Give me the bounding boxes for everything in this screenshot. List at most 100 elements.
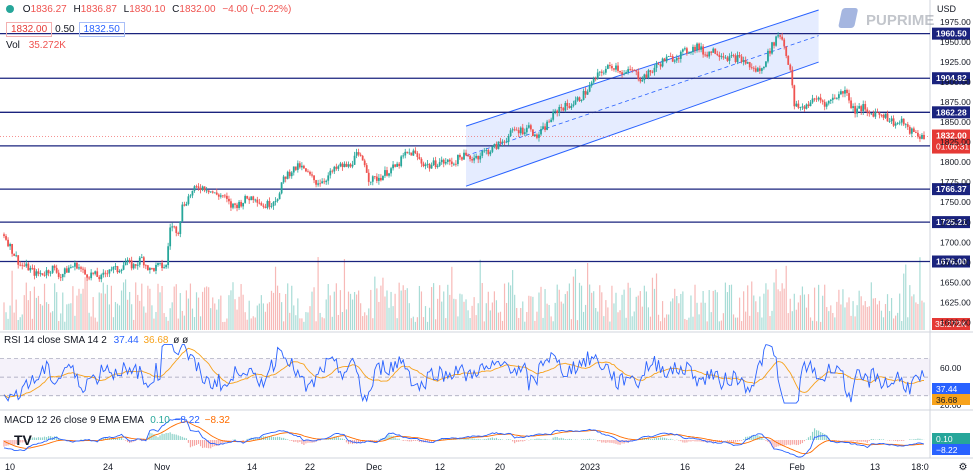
volume-bar bbox=[37, 295, 40, 330]
candle-body bbox=[694, 46, 696, 51]
volume-bar bbox=[639, 291, 641, 330]
bid-button[interactable]: 1832.00 bbox=[6, 22, 53, 37]
candle-body bbox=[343, 163, 346, 168]
macd-hist-bar bbox=[779, 440, 781, 446]
candle-body bbox=[440, 159, 443, 163]
volume-bar bbox=[400, 290, 402, 330]
rsi-sma-tag bbox=[932, 394, 970, 405]
macd-hist-bar bbox=[206, 440, 208, 448]
candle-body bbox=[679, 51, 682, 59]
volume-bar bbox=[449, 294, 451, 330]
candle-body bbox=[9, 243, 11, 247]
candle-body bbox=[228, 198, 230, 202]
candle-body bbox=[760, 68, 763, 71]
trend-channel[interactable] bbox=[465, 9, 819, 187]
volume-bar bbox=[572, 276, 575, 330]
volume-bar bbox=[402, 285, 404, 330]
macd-hist-bar bbox=[475, 439, 477, 440]
candle-body bbox=[175, 226, 178, 233]
volume-bar bbox=[824, 284, 826, 330]
macd-hist-bar bbox=[214, 440, 216, 447]
candle-body bbox=[191, 190, 194, 196]
candle-body bbox=[120, 269, 123, 271]
candle-body bbox=[351, 164, 354, 167]
ask-button[interactable]: 1832.50 bbox=[78, 22, 125, 37]
candle-body bbox=[319, 183, 322, 185]
last-price-tag bbox=[932, 129, 970, 154]
volume-bar bbox=[293, 305, 295, 330]
volume-bar bbox=[641, 306, 643, 330]
macd-hist-bar bbox=[653, 438, 656, 440]
volume-bar bbox=[137, 294, 139, 330]
volume-bar bbox=[820, 321, 822, 330]
candle-body bbox=[870, 113, 873, 115]
candle-body bbox=[244, 196, 247, 203]
candle-body bbox=[611, 66, 613, 69]
volume-bar bbox=[159, 292, 161, 330]
candle-body bbox=[677, 57, 680, 59]
macd-hist-bar bbox=[670, 438, 672, 440]
candle-body bbox=[884, 113, 887, 118]
volume-bar bbox=[615, 292, 617, 330]
volume-bar bbox=[268, 302, 271, 330]
candle-body bbox=[765, 61, 767, 67]
support-resistance-levels[interactable]: 1960.501904.821862.281820.361766.371725.… bbox=[0, 27, 970, 330]
candle-body bbox=[240, 201, 242, 207]
candle-body bbox=[540, 129, 542, 135]
candle-body bbox=[898, 122, 901, 124]
currency-label[interactable]: USD bbox=[937, 4, 957, 14]
candle-body bbox=[33, 268, 36, 276]
y-tick-label: 1600.00 bbox=[940, 317, 971, 327]
y-tick-label: 1775.00 bbox=[940, 177, 971, 187]
macd-hist-bar bbox=[355, 440, 358, 444]
macd-hist-tag-label: 0.10 bbox=[936, 434, 953, 444]
macd-hist-bar bbox=[793, 440, 795, 445]
candle-body bbox=[386, 170, 388, 176]
candle-body bbox=[690, 51, 692, 53]
candle-body bbox=[880, 114, 883, 116]
eye-icon[interactable] bbox=[6, 5, 14, 13]
candle-body bbox=[846, 89, 848, 94]
volume-bar bbox=[741, 321, 743, 330]
macd-hist-bar bbox=[915, 439, 917, 440]
volume-bar bbox=[206, 286, 208, 330]
volume-bar bbox=[27, 300, 29, 330]
macd-hist-bar bbox=[755, 435, 757, 440]
macd-hist-bar bbox=[149, 432, 151, 440]
candle-body bbox=[323, 181, 326, 183]
candle-body bbox=[167, 246, 170, 266]
volume-bar bbox=[659, 321, 662, 330]
volume-bar bbox=[749, 315, 751, 330]
macd-hist-bar bbox=[771, 440, 773, 447]
macd-hist-bar bbox=[682, 440, 684, 443]
candle-body bbox=[562, 108, 565, 111]
macd-hist-bar bbox=[791, 440, 793, 445]
volume-bar bbox=[870, 282, 872, 330]
volume-bar bbox=[197, 297, 200, 330]
macd-hist-bar bbox=[418, 440, 421, 443]
candle-body bbox=[560, 107, 563, 109]
macd-hist-bar bbox=[80, 439, 82, 440]
macd-hist-bar bbox=[337, 437, 339, 440]
volume-bar bbox=[678, 303, 680, 330]
candle-body bbox=[163, 267, 165, 269]
volume-bar bbox=[629, 287, 631, 330]
volume-bar bbox=[631, 316, 633, 330]
volume-bar bbox=[708, 290, 710, 330]
volume-bar bbox=[601, 292, 603, 330]
macd-hist-bar bbox=[864, 440, 866, 442]
volume-bar bbox=[516, 308, 518, 330]
volume-bar bbox=[489, 310, 491, 330]
candle-body bbox=[55, 267, 58, 273]
volume-bar bbox=[374, 276, 376, 330]
volume-bar bbox=[560, 301, 562, 330]
volume-bar bbox=[807, 294, 810, 330]
candle-body bbox=[763, 66, 765, 69]
volume-bar bbox=[781, 283, 783, 330]
price-axis[interactable]: 1600.00 1625.00 1650.00 1675.00 1700.00 1725.… bbox=[940, 17, 971, 327]
macd-hist-bar bbox=[386, 435, 388, 440]
macd-hist-bar bbox=[815, 430, 818, 440]
time-axis[interactable]: 10 24 Nov 14 22 Dec 12 20 2023 16 24 Feb 13 18:0 ⚙ bbox=[5, 462, 968, 473]
candle-body bbox=[669, 56, 672, 57]
